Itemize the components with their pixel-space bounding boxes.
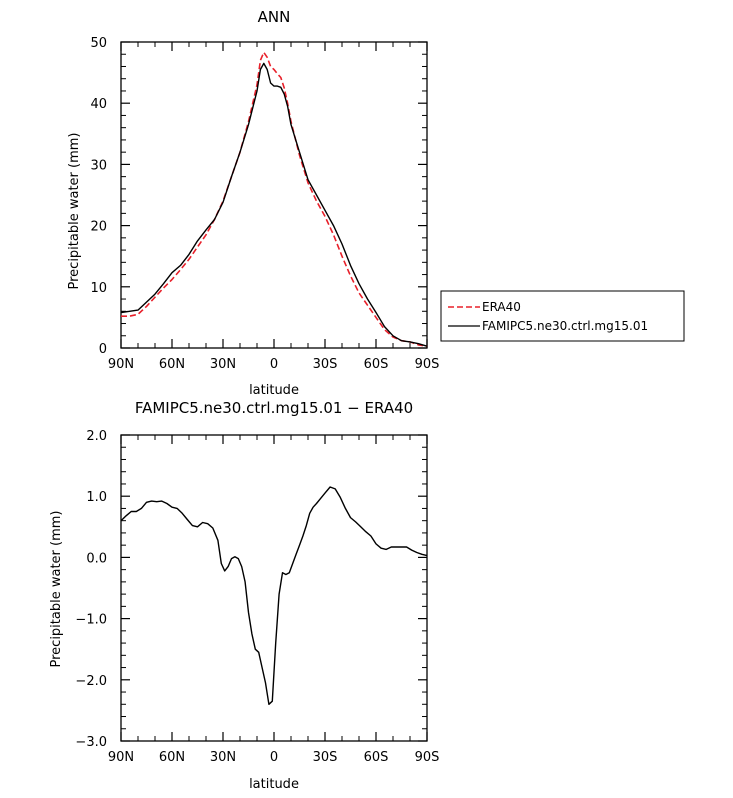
x-tick-label: 30N [210,750,236,765]
plot-frame [120,41,428,349]
x-tick-label: 30N [210,357,236,372]
legend-label-era40: ERA40 [482,300,521,314]
y-tick-label: −2.0 [75,674,107,689]
legend-label-famipc5: FAMIPC5.ne30.ctrl.mg15.01 [482,319,648,333]
x-tick-label: 30S [313,357,338,372]
y-tick-label: 0 [99,342,107,357]
x-tick-label: 60S [364,357,389,372]
series-line [120,486,428,705]
x-tick-label: 90N [108,750,134,765]
y-tick-label: −1.0 [75,613,107,628]
x-tick-label: 90S [415,357,440,372]
x-tick-label: 60N [159,750,185,765]
x-tick-label: 90N [108,357,134,372]
x-tick-label: 0 [270,750,278,765]
x-axis-label: latitude [249,777,299,792]
x-tick-label: 60S [364,750,389,765]
y-tick-label: 50 [90,36,107,51]
series-line [120,62,428,347]
legend: ERA40 FAMIPC5.ne30.ctrl.mg15.01 [440,290,685,342]
bottom-chart: FAMIPC5.ne30.ctrl.mg15.01 − ERA40 90N 60N… [49,399,439,792]
y-tick-label: 40 [90,97,107,112]
x-tick-label: 30S [313,750,338,765]
chart-title: FAMIPC5.ne30.ctrl.mg15.01 − ERA40 [135,399,413,417]
y-axis-label: Precipitable water (mm) [67,133,82,290]
top-chart: ANN 90N 60N 30N 0 30S 60S 90S 0 10 20 30 40 50 latit… [67,8,685,398]
x-tick-label: 0 [270,357,278,372]
chart-title: ANN [258,8,291,26]
y-axis-label: Precipitable water (mm) [49,511,64,668]
series-line [121,51,428,347]
y-tick-label: 20 [90,220,107,235]
x-tick-label: 90S [415,750,440,765]
x-axis-label: latitude [249,383,299,398]
y-tick-label: 10 [90,281,107,296]
legend-box [440,290,685,342]
y-tick-label: −3.0 [75,735,107,750]
y-tick-label: 30 [90,158,107,173]
y-tick-label: 1.0 [86,490,107,505]
x-tick-label: 60N [159,357,185,372]
plot-frame [120,434,428,742]
y-tick-label: 0.0 [86,551,107,566]
y-tick-label: 2.0 [86,429,107,444]
